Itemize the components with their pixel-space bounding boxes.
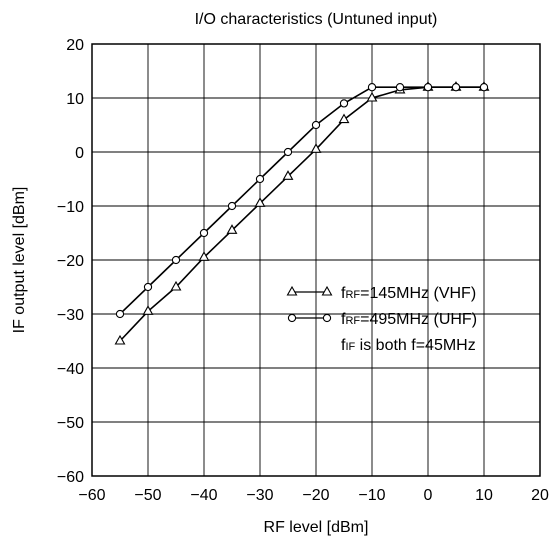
legend-label-vhf: fRF=145MHz (VHF) — [341, 285, 476, 302]
legend-marker-uhf-right — [322, 313, 332, 323]
series-layer — [114, 81, 490, 345]
data-point-circle — [255, 174, 265, 184]
y-tick-label: 20 — [66, 37, 84, 54]
data-point-circle — [227, 201, 237, 211]
y-tick-label: 0 — [75, 145, 84, 162]
data-point-triangle — [226, 224, 238, 234]
data-point-circle — [423, 83, 433, 92]
x-tick-label: 20 — [531, 487, 549, 504]
data-point-triangle — [198, 251, 210, 261]
y-tick-label: −50 — [57, 415, 84, 432]
x-tick-label: −30 — [246, 487, 273, 504]
plot-frame — [91, 43, 541, 477]
x-tick-label: −50 — [134, 487, 161, 504]
data-point-circle — [367, 83, 377, 92]
data-point-triangle — [282, 170, 294, 180]
legend: fRF=145MHz (VHF) fRF=495MHz (UHF) fIF is… — [286, 285, 477, 354]
legend-label-uhf: fRF=495MHz (UHF) — [341, 311, 477, 328]
series-uhf — [115, 83, 489, 319]
x-axis-label: RF level [dBm] — [264, 519, 369, 536]
x-tick-label: −20 — [302, 487, 329, 504]
data-point-circle — [479, 83, 489, 92]
y-tick-label: −10 — [57, 199, 84, 216]
legend-note-if: fIF is both f=45MHz — [341, 337, 476, 354]
data-point-circle — [311, 120, 321, 130]
data-point-circle — [199, 228, 209, 238]
data-point-circle — [283, 147, 293, 157]
data-point-triangle — [254, 197, 266, 207]
x-tick-label: 10 — [475, 487, 493, 504]
x-tick-label: 0 — [424, 487, 433, 504]
series-line — [119, 86, 484, 315]
data-point-circle — [395, 83, 405, 92]
chart-title: I/O characteristics (Untuned input) — [195, 11, 438, 28]
data-point-circle — [451, 83, 461, 92]
legend-marker-vhf-right — [321, 285, 333, 296]
y-tick-label: −20 — [57, 253, 84, 270]
data-point-triangle — [338, 113, 350, 124]
x-tick-label: −60 — [78, 487, 105, 504]
data-point-triangle — [366, 91, 378, 102]
y-tick-labels: −60 −50 −40 −30 −20 −10 0 10 20 — [57, 37, 84, 486]
y-tick-label: −40 — [57, 361, 84, 378]
legend-marker-vhf-left — [286, 285, 298, 296]
x-tick-label: −40 — [190, 487, 217, 504]
data-point-triangle — [310, 143, 322, 153]
data-point-circle — [143, 282, 153, 292]
y-tick-label: 10 — [66, 91, 84, 108]
y-tick-label: −60 — [57, 469, 84, 486]
x-tick-label: −10 — [358, 487, 385, 504]
data-point-triangle — [170, 280, 182, 291]
data-point-circle — [339, 99, 349, 108]
y-tick-label: −30 — [57, 307, 84, 324]
series-line — [119, 86, 484, 342]
data-point-circle — [171, 255, 181, 265]
legend-marker-uhf-left — [287, 313, 297, 323]
data-point-triangle — [114, 334, 126, 345]
y-axis-label: IF output level [dBm] — [11, 187, 28, 334]
data-point-triangle — [142, 305, 154, 315]
series-vhf — [114, 81, 490, 345]
grid — [92, 44, 540, 476]
data-point-circle — [115, 309, 125, 319]
x-tick-labels: −60 −50 −40 −30 −20 −10 0 10 20 — [78, 487, 549, 504]
